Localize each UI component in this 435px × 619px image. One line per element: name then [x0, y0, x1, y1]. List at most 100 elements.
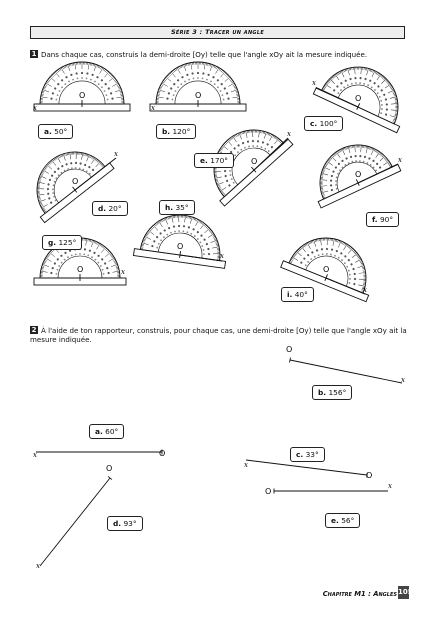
graduation-mark: [340, 252, 343, 255]
graduation-mark: [55, 177, 58, 180]
graduation-mark: [182, 225, 186, 228]
graduation-mark: [99, 265, 102, 267]
graduation-mark: [385, 108, 389, 111]
graduation-mark: [207, 73, 210, 76]
graduation-mark: [187, 226, 191, 229]
graduation-mark: [334, 166, 337, 169]
origin-label: O: [79, 91, 85, 100]
graduation-mark: [336, 85, 339, 88]
graduation-mark: [97, 83, 100, 85]
graduation-mark: [216, 79, 219, 82]
protractor-inner-arc: [174, 80, 222, 105]
origin-label: O: [77, 265, 83, 274]
graduation-mark: [378, 95, 381, 98]
origin-label: O: [323, 265, 329, 274]
origin-label: O: [106, 464, 112, 473]
protractor-arc: [155, 61, 241, 105]
graduation-mark: [174, 90, 177, 92]
graduation-mark: [206, 78, 208, 81]
graduation-mark: [163, 229, 166, 232]
graduation-mark: [372, 166, 375, 169]
graduation-mark: [350, 82, 353, 85]
graduation-mark: [237, 151, 239, 154]
graduation-mark: [61, 86, 63, 89]
graduation-mark: [352, 267, 355, 271]
ray-label-x: x: [33, 104, 37, 112]
graduation-mark: [266, 143, 269, 146]
graduation-mark: [67, 168, 70, 170]
graduation-mark: [97, 254, 100, 257]
graduation-mark: [64, 83, 67, 85]
origin-label: O: [265, 487, 271, 496]
ray-ox: [253, 137, 289, 171]
graduation-mark: [52, 188, 54, 191]
protractor-b: [149, 61, 247, 112]
graduation-mark: [347, 269, 350, 272]
graduation-mark: [106, 267, 109, 270]
graduation-mark: [57, 167, 60, 170]
graduation-mark: [157, 242, 160, 245]
origin-label: O: [366, 471, 372, 480]
graduation-mark: [233, 147, 236, 150]
graduation-mark: [358, 160, 361, 162]
graduation-mark: [160, 239, 162, 242]
graduation-mark: [88, 172, 91, 175]
callout-ex2-b: b. 156°: [312, 385, 353, 400]
graduation-mark: [212, 76, 215, 79]
graduation-mark: [168, 227, 171, 230]
graduation-mark: [240, 148, 243, 151]
ray-label-x: x: [151, 104, 155, 112]
graduation-mark: [341, 159, 344, 162]
graduation-mark: [47, 183, 50, 186]
graduation-mark: [353, 282, 356, 286]
graduation-mark: [202, 249, 205, 251]
graduation-mark: [54, 87, 57, 90]
graduation-mark: [94, 80, 96, 83]
graduation-mark: [224, 174, 227, 178]
graduation-mark: [264, 147, 267, 150]
graduation-mark: [192, 77, 195, 80]
graduation-mark: [91, 168, 95, 172]
protractor-inner-arc: [157, 232, 203, 259]
protractor-a: [33, 61, 131, 112]
graduation-mark: [61, 79, 64, 82]
graduation-mark: [362, 160, 365, 163]
graduation-mark: [79, 162, 82, 165]
graduation-mark: [202, 72, 205, 75]
graduation-mark: [170, 87, 173, 90]
graduation-mark: [203, 253, 205, 256]
graduation-mark: [351, 160, 354, 163]
graduation-mark: [55, 98, 58, 101]
graduation-mark: [332, 170, 335, 173]
graduation-mark: [369, 79, 372, 82]
graduation-mark: [267, 150, 270, 152]
graduation-mark: [86, 72, 89, 75]
ray-label-x: x: [312, 79, 316, 87]
graduation-mark: [339, 169, 341, 172]
graduation-mark: [170, 231, 172, 234]
graduation-mark: [353, 272, 356, 276]
graduation-mark: [91, 73, 94, 76]
graduation-mark: [222, 98, 225, 101]
graduation-mark: [219, 90, 222, 92]
graduation-mark: [370, 86, 373, 89]
graduation-mark: [364, 77, 367, 81]
protractor-inner-arc: [336, 161, 378, 192]
graduation-mark: [68, 80, 70, 83]
graduation-mark: [223, 87, 226, 90]
graduation-mark: [181, 76, 184, 79]
ray-ox: [357, 163, 399, 184]
graduation-mark: [53, 195, 55, 198]
page-number: 105: [398, 586, 413, 599]
callout-ex1-h: h. 35°: [159, 200, 195, 215]
origin-tick: [289, 357, 291, 363]
graduation-mark: [72, 78, 74, 81]
graduation-mark: [344, 79, 347, 82]
graduation-mark: [56, 94, 59, 96]
graduation-mark: [56, 258, 59, 261]
graduation-mark: [166, 97, 169, 100]
ray-label-x: x: [363, 286, 367, 294]
graduation-mark: [55, 272, 58, 275]
graduation-mark: [85, 77, 88, 80]
